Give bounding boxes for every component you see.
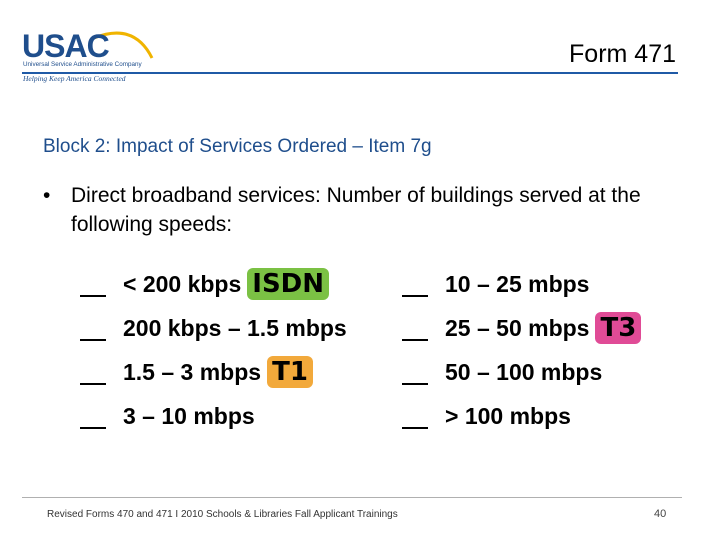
logo-text: USAC xyxy=(22,28,110,64)
speed-row: > 100 mbps xyxy=(402,394,641,438)
t1-badge: T1 xyxy=(267,356,313,388)
speed-label: 1.5 – 3 mbps xyxy=(123,358,262,385)
fill-blank xyxy=(402,321,428,341)
form-title: Form 471 xyxy=(569,40,676,68)
usac-logo: USAC Universal Service Administrative Co… xyxy=(22,20,172,88)
fill-blank xyxy=(80,365,106,385)
fill-blank xyxy=(80,409,106,429)
t3-badge: T3 xyxy=(595,312,642,344)
speed-list-left: < 200 kbps ISDN 200 kbps – 1.5 mbps 1.5 … xyxy=(80,262,347,438)
block-title: Block 2: Impact of Services Ordered – It… xyxy=(43,136,432,157)
speed-label: 10 – 25 mbps xyxy=(445,270,590,297)
speed-label: < 200 kbps xyxy=(123,270,242,297)
speed-label: 50 – 100 mbps xyxy=(445,358,603,385)
bullet-item: • Direct broadband services: Number of b… xyxy=(43,181,683,239)
speed-list-right: 10 – 25 mbps 25 – 50 mbps T3 50 – 100 mb… xyxy=(402,262,642,438)
logo-subtitle: Universal Service Administrative Company xyxy=(23,61,142,68)
page-number: 40 xyxy=(654,508,667,520)
bullet-text: Direct broadband services: Number of bui… xyxy=(71,184,641,236)
speed-row: 50 – 100 mbps xyxy=(402,350,641,394)
speed-row: 25 – 50 mbps T3 xyxy=(402,306,642,350)
isdn-badge: ISDN xyxy=(247,268,330,300)
bullet-marker: • xyxy=(43,184,51,207)
logo-tagline: Helping Keep America Connected xyxy=(22,74,126,83)
fill-blank xyxy=(402,277,428,297)
speed-label: 3 – 10 mbps xyxy=(123,402,255,429)
speed-row: 1.5 – 3 mbps T1 xyxy=(80,350,347,394)
fill-blank xyxy=(402,409,428,429)
speed-label: 25 – 50 mbps xyxy=(445,314,590,341)
speed-label: 200 kbps – 1.5 mbps xyxy=(123,314,347,341)
fill-blank xyxy=(402,365,428,385)
speed-row: 200 kbps – 1.5 mbps xyxy=(80,306,347,350)
header-divider xyxy=(22,72,678,74)
footer-text: Revised Forms 470 and 471 I 2010 Schools… xyxy=(47,509,398,520)
speed-row: 10 – 25 mbps xyxy=(402,262,641,306)
speed-row: 3 – 10 mbps xyxy=(80,394,347,438)
speed-row: < 200 kbps ISDN xyxy=(80,262,347,306)
speed-label: > 100 mbps xyxy=(445,402,571,429)
footer-divider xyxy=(22,497,682,498)
fill-blank xyxy=(80,321,106,341)
fill-blank xyxy=(80,277,106,297)
